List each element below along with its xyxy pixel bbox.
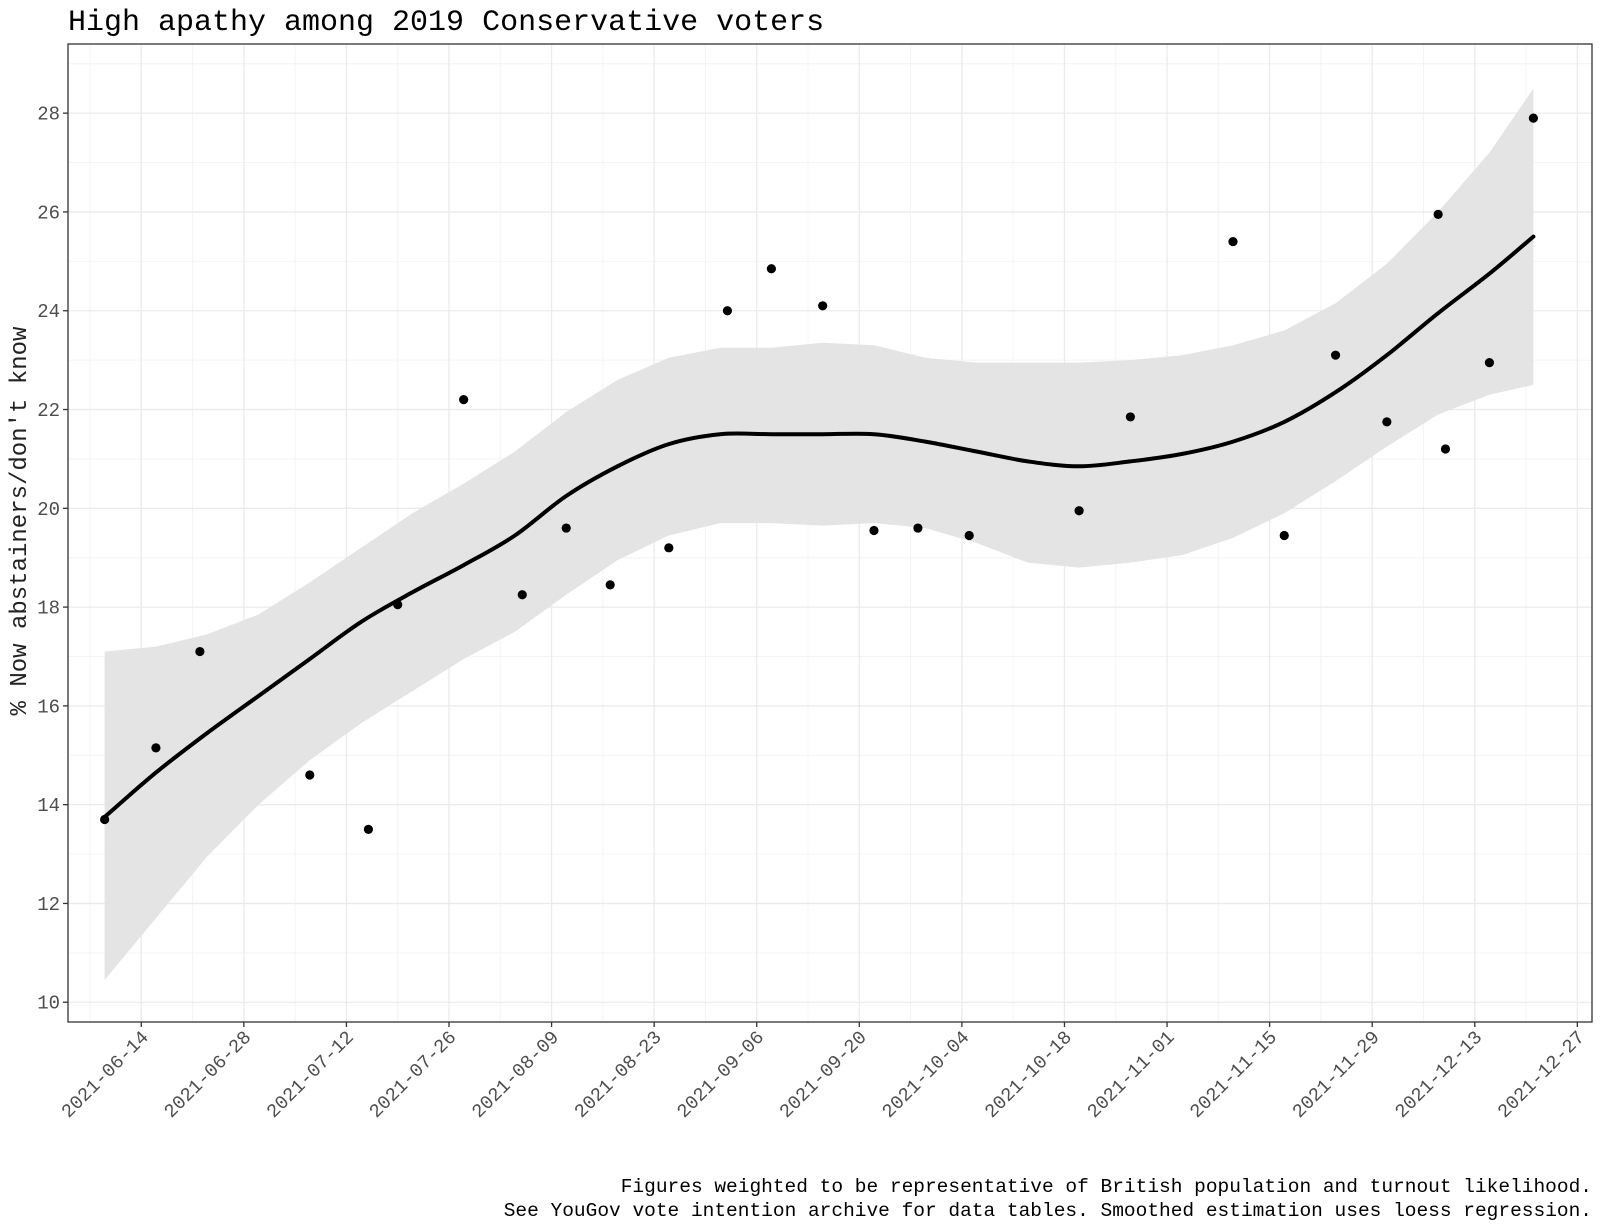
- y-axis-ticks: 10 12 14 16 18 20 22 24 26 28: [37, 104, 68, 1015]
- data-point: [1484, 357, 1495, 368]
- x-tick-label: 2021-12-13: [1391, 1027, 1487, 1123]
- data-point: [605, 580, 615, 590]
- caption-line-1: Figures weighted to be representative of…: [621, 1176, 1592, 1198]
- data-point: [561, 523, 571, 533]
- x-tick-label: 2021-11-01: [1083, 1027, 1179, 1123]
- y-tick-label: 14: [37, 795, 60, 817]
- confidence-band: [104, 88, 1534, 980]
- y-axis-label: % Now abstainers/don't know: [7, 326, 34, 715]
- data-point: [1074, 506, 1084, 516]
- panel-background: [68, 44, 1592, 1022]
- x-tick-label: 2021-11-15: [1186, 1027, 1282, 1123]
- plot-panel: [67, 43, 1593, 1023]
- data-point: [869, 525, 879, 536]
- x-tick-label: 2021-06-14: [57, 1027, 153, 1123]
- y-tick-label: 26: [37, 202, 60, 224]
- data-point: [459, 395, 469, 405]
- x-tick-label: 2021-09-06: [673, 1027, 769, 1123]
- caption-line-2: See YouGov vote intention archive for da…: [504, 1200, 1592, 1222]
- data-point: [1382, 417, 1392, 427]
- data-point: [305, 770, 315, 780]
- x-axis-ticks: 2021-06-14 2021-06-28 2021-07-12 2021-07-26…: [57, 1022, 1590, 1123]
- data-point: [1330, 350, 1341, 360]
- y-tick-label: 16: [37, 696, 60, 718]
- data-point: [664, 543, 674, 553]
- x-tick-label: 2021-10-18: [981, 1027, 1077, 1123]
- data-point: [818, 301, 828, 311]
- x-tick-label: 2021-07-26: [365, 1027, 461, 1123]
- y-tick-label: 24: [37, 301, 60, 323]
- x-tick-label: 2021-09-20: [775, 1027, 871, 1123]
- data-point: [1228, 236, 1238, 247]
- y-tick-label: 28: [37, 104, 60, 126]
- x-tick-label: 2021-07-12: [262, 1027, 358, 1123]
- y-tick-label: 10: [37, 993, 60, 1015]
- x-tick-label: 2021-08-09: [468, 1027, 564, 1123]
- data-point: [766, 264, 776, 274]
- data-point: [1528, 113, 1538, 123]
- y-tick-label: 20: [37, 499, 60, 521]
- y-tick-label: 18: [37, 598, 60, 620]
- y-tick-label: 12: [37, 894, 60, 916]
- panel-border: [67, 43, 1593, 1023]
- data-point: [913, 523, 923, 533]
- x-tick-label: 2021-06-28: [160, 1027, 256, 1123]
- data-point: [517, 590, 527, 600]
- x-tick-label: 2021-10-04: [878, 1027, 974, 1123]
- data-point: [1440, 444, 1451, 454]
- x-tick-label: 2021-08-23: [570, 1027, 666, 1123]
- data-points: [100, 113, 1538, 834]
- data-point: [1433, 209, 1443, 220]
- data-point: [151, 743, 161, 753]
- loess-smooth-line: [102, 234, 1536, 819]
- data-point: [363, 824, 374, 834]
- chart-title: High apathy among 2019 Conservative vote…: [68, 6, 824, 40]
- y-tick-label: 22: [37, 400, 60, 422]
- data-point: [1279, 530, 1289, 541]
- data-point: [1125, 412, 1136, 422]
- data-point: [722, 306, 733, 316]
- x-tick-label: 2021-11-29: [1288, 1027, 1384, 1123]
- data-point: [964, 530, 974, 541]
- x-tick-label: 2021-12-27: [1493, 1027, 1589, 1123]
- data-point: [195, 646, 205, 657]
